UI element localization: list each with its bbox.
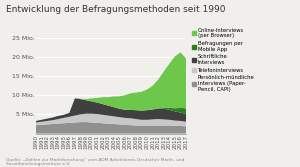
Text: Quelle: „Zahlen zur Marktforschung“ vom ADM Arbeitskreis Deutscher Markt- und
So: Quelle: „Zahlen zur Marktforschung“ vom … [6, 158, 184, 166]
Text: Entwicklung der Befragungsmethoden seit 1990: Entwicklung der Befragungsmethoden seit … [6, 5, 226, 14]
Legend: Online-Interviews
(per Browser), Befragungen per
Mobile App, Schriftliche
Interv: Online-Interviews (per Browser), Befragu… [192, 28, 255, 92]
